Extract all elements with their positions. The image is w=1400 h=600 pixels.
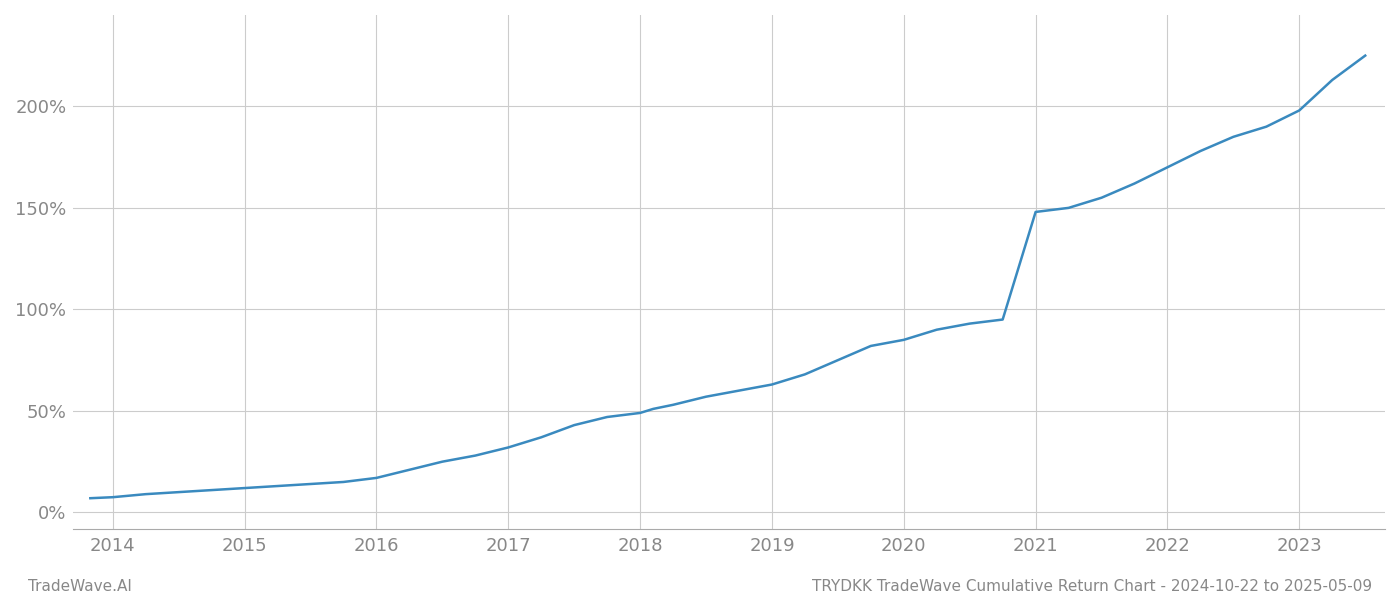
Text: TRYDKK TradeWave Cumulative Return Chart - 2024-10-22 to 2025-05-09: TRYDKK TradeWave Cumulative Return Chart… bbox=[812, 579, 1372, 594]
Text: TradeWave.AI: TradeWave.AI bbox=[28, 579, 132, 594]
